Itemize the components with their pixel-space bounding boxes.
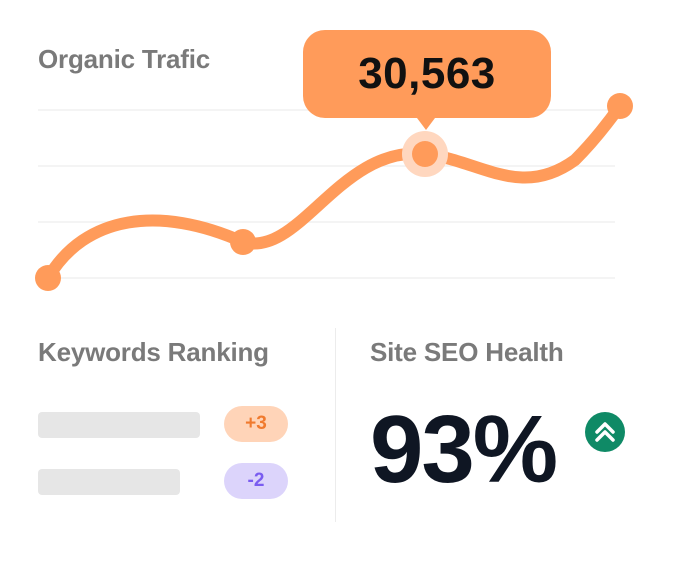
keywords-ranking-title: Keywords Ranking [38,337,269,367]
chart-point[interactable] [35,265,61,291]
organic-traffic-chart [35,93,633,291]
organic-traffic-title: Organic Trafic [38,44,211,74]
seo-health-value: 93% [370,396,558,503]
keyword-row: -2 [38,463,298,499]
tooltip-pointer [414,114,438,130]
traffic-tooltip: 30,563 [303,30,551,118]
section-divider [335,328,336,522]
site-seo-health-title: Site SEO Health [370,337,564,367]
keyword-change-badge-down: -2 [224,463,288,499]
chart-point-highlighted[interactable] [412,141,438,167]
keyword-row: +3 [38,406,298,442]
keyword-placeholder-bar [38,412,200,438]
chart-point[interactable] [230,229,256,255]
traffic-line [42,100,626,284]
keyword-change-badge-up: +3 [224,406,288,442]
chart-point[interactable] [607,93,633,119]
keyword-placeholder-bar [38,469,180,495]
tooltip-value: 30,563 [358,49,496,98]
double-chevron-up-icon [585,412,625,452]
